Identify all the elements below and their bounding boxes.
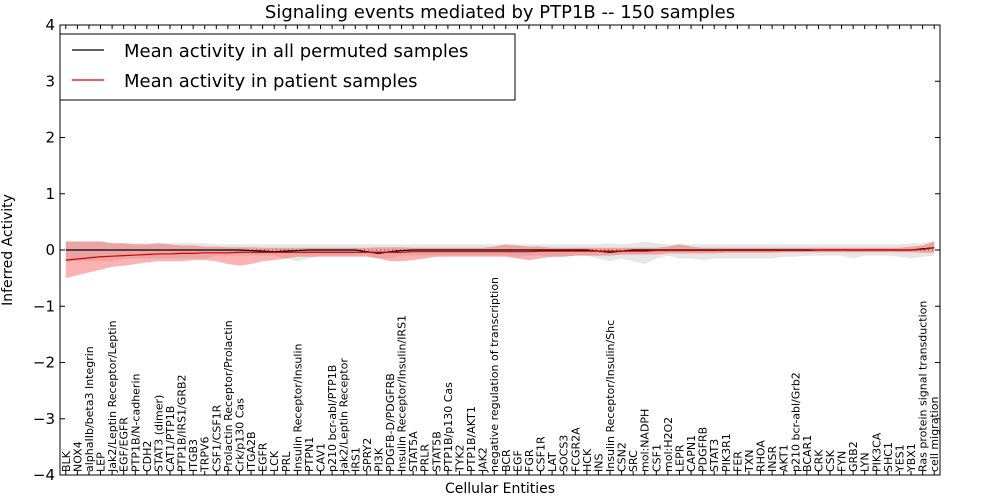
x-category-label: CSF1/CSF1R bbox=[210, 404, 223, 472]
x-category-label: IRS1 bbox=[349, 447, 362, 472]
x-category-label: CSN2 bbox=[616, 442, 629, 472]
x-category-label: CSF1 bbox=[650, 444, 663, 472]
x-category-label: EGF bbox=[511, 450, 524, 472]
x-category-label: Insulin Receptor/Insulin/IRS1 bbox=[396, 315, 409, 472]
x-category-label: negative regulation of transcription bbox=[488, 277, 501, 472]
x-category-label: SRC bbox=[627, 450, 640, 472]
chart-title: Signaling events mediated by PTP1B -- 15… bbox=[265, 2, 735, 23]
x-category-label: Jak2/Leptin Receptor/Leptin bbox=[106, 320, 119, 473]
x-category-label: CSK bbox=[824, 449, 837, 472]
x-category-label: STAT5B bbox=[430, 431, 443, 472]
x-category-label: PTP1B/N-cadherin bbox=[129, 373, 142, 472]
y-tick-label: 2 bbox=[45, 129, 55, 147]
x-category-label: CAPN1 bbox=[685, 435, 698, 472]
y-tick-label: −2 bbox=[33, 354, 55, 372]
x-category-label: Ras protein signal transduction bbox=[917, 301, 930, 472]
x-category-label: STAT3 bbox=[708, 439, 721, 472]
x-category-label: PI3K bbox=[372, 447, 385, 472]
x-category-label: AKT1 bbox=[778, 444, 791, 472]
y-axis-title: Inferred Activity bbox=[0, 194, 16, 306]
x-category-label: PDGFB-D/PDGFRB bbox=[384, 373, 397, 472]
x-category-label: Insulin Receptor/Insulin/Shc bbox=[604, 320, 617, 472]
x-category-label: CRK bbox=[812, 449, 825, 472]
legend: Mean activity in all permuted samples Me… bbox=[59, 33, 516, 101]
x-category-label: RHOA bbox=[755, 440, 768, 472]
x-category-label: INSR bbox=[766, 446, 779, 472]
x-category-label: INS bbox=[592, 454, 605, 472]
x-axis-title: Cellular Entities bbox=[445, 481, 555, 497]
x-category-label: mol:H2O2 bbox=[662, 417, 675, 472]
y-tick-label: 0 bbox=[45, 241, 55, 259]
x-category-label: CSF1R bbox=[535, 436, 548, 472]
x-category-label: YBX1 bbox=[905, 443, 918, 473]
band-permuted bbox=[65, 241, 935, 265]
x-category-label: Insulin Receptor/Insulin bbox=[291, 343, 304, 472]
x-category-label: FER bbox=[731, 451, 744, 472]
x-category-label: mol:NADPH bbox=[639, 409, 652, 472]
x-category-label: FCGR2A bbox=[569, 427, 582, 472]
x-category-label: SHC1 bbox=[882, 442, 895, 472]
x-category-label: CAV1 bbox=[315, 443, 328, 472]
x-category-label: FGR bbox=[523, 449, 536, 472]
x-category-label: TYK2 bbox=[453, 444, 466, 473]
x-category-label: cell migration bbox=[928, 396, 941, 472]
x-category-label: SOCS3 bbox=[558, 435, 571, 472]
x-category-label: TXN bbox=[743, 450, 756, 473]
y-tick-label: 1 bbox=[45, 185, 55, 203]
x-category-label: CAT1/PTP1B bbox=[164, 406, 177, 472]
legend-label-permuted: Mean activity in all permuted samples bbox=[124, 41, 468, 62]
x-category-label: STAT3 (dimer) bbox=[152, 395, 165, 472]
x-category-label: LEPR bbox=[673, 444, 686, 472]
y-tick-label: −3 bbox=[33, 410, 55, 428]
x-category-label: LCK bbox=[268, 450, 281, 472]
x-category-label: alphaIIb/beta3 Integrin bbox=[83, 346, 96, 472]
x-category-label: FYN bbox=[836, 451, 849, 472]
x-category-label: LEP bbox=[95, 452, 108, 472]
x-category-label: BLK bbox=[60, 450, 73, 472]
x-category-label: PRLR bbox=[419, 444, 432, 472]
x-category-label: CDH2 bbox=[141, 441, 154, 472]
x-category-label: p210 bcr-abl/Grb2 bbox=[789, 372, 802, 472]
x-category-label: ITGA2B bbox=[245, 431, 258, 472]
x-category-label: p210 bcr-abl/PTP1B bbox=[326, 365, 339, 472]
legend-box bbox=[59, 33, 516, 101]
y-tick-label: −4 bbox=[33, 466, 55, 484]
plot-area bbox=[60, 241, 940, 279]
y-tick-label: −1 bbox=[33, 297, 55, 315]
x-category-label: BCAR1 bbox=[801, 435, 814, 472]
x-category-label: PTP1B/p130 Cas bbox=[442, 382, 455, 472]
x-category-label: Prolactin Receptor/Prolactin bbox=[222, 320, 235, 472]
x-category-label: JAK2 bbox=[477, 447, 490, 473]
x-category-label: SPRY2 bbox=[361, 438, 374, 472]
x-category-label: Jak2/Leptin Receptor bbox=[338, 358, 351, 473]
x-category-label: PTP1B/IRS1/GRB2 bbox=[176, 374, 189, 472]
x-category-label: EGF/EGFR bbox=[118, 417, 131, 472]
x-category-label: HCK bbox=[581, 448, 594, 472]
series-line-patient bbox=[65, 247, 935, 261]
x-category-label: BCR bbox=[500, 449, 513, 472]
x-category-label: LYN bbox=[859, 452, 872, 472]
x-category-label: TRPV6 bbox=[199, 436, 212, 473]
y-tick-label: 3 bbox=[45, 72, 55, 90]
x-category-label: PIK3R1 bbox=[720, 433, 733, 472]
x-category-label: PTPN1 bbox=[303, 437, 316, 472]
legend-label-patient: Mean activity in patient samples bbox=[124, 71, 418, 92]
x-category-label: PDGFRB bbox=[697, 427, 710, 472]
x-category-label: YES1 bbox=[893, 444, 906, 473]
x-category-label: NOX4 bbox=[71, 441, 84, 472]
x-category-label: PTP1B/AKT1 bbox=[465, 406, 478, 472]
x-category-label: EGFR bbox=[257, 442, 270, 472]
x-category-label: PRL bbox=[280, 451, 293, 472]
x-category-label: Crk/p130 Cas bbox=[233, 398, 246, 472]
x-category-label: LAT bbox=[546, 452, 559, 472]
x-category-label: PIK3CA bbox=[870, 432, 883, 472]
x-category-label: GRB2 bbox=[847, 441, 860, 472]
x-category-label: STAT5A bbox=[407, 431, 420, 472]
x-category-label: ITGB3 bbox=[187, 439, 200, 472]
y-tick-label: 4 bbox=[45, 16, 55, 34]
